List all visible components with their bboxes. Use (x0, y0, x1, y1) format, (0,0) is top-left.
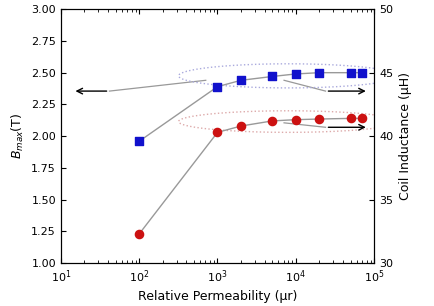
Y-axis label: $B_{max}$(T): $B_{max}$(T) (10, 113, 26, 159)
Point (135, 139, 142, 144)
Point (358, 116, 365, 121)
Y-axis label: Coil Inductance (μH): Coil Inductance (μH) (398, 72, 411, 200)
Point (292, 117, 299, 122)
Point (214, 84, 220, 89)
Point (237, 78, 244, 83)
Point (346, 70, 353, 75)
Point (292, 72, 299, 76)
Point (214, 130, 220, 135)
Point (135, 232, 142, 237)
Point (315, 70, 322, 75)
Point (358, 70, 365, 75)
X-axis label: Relative Permeability (μr): Relative Permeability (μr) (138, 290, 296, 303)
Point (268, 118, 275, 123)
Point (315, 117, 322, 121)
Point (237, 124, 244, 129)
Point (346, 116, 353, 121)
Point (268, 74, 275, 79)
